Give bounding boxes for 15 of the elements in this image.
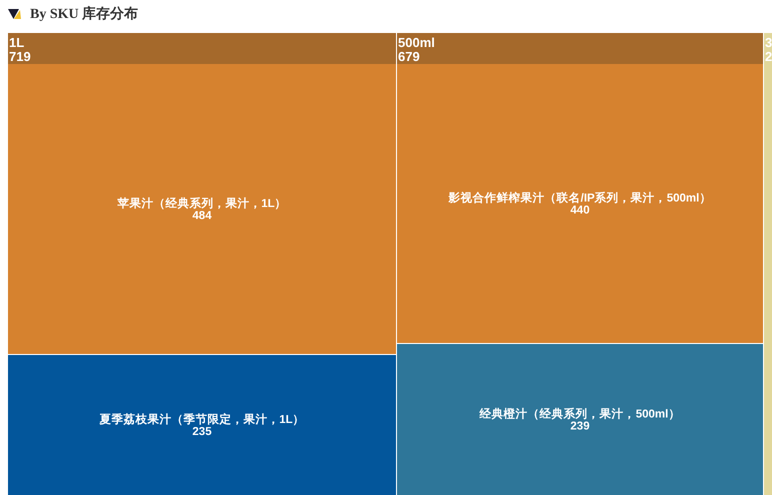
data-label: 235 (192, 426, 212, 438)
series-label: 1L (9, 35, 24, 50)
data-label: 239 (570, 420, 590, 432)
text: 679 (398, 49, 420, 64)
category-label: 影视合作鲜榨果汁（联名/IP系列，果汁，500ml） (448, 190, 712, 204)
category-label: 夏季荔枝果汁（季节限定，果汁，1L） (98, 412, 305, 426)
data-label: 440 (570, 204, 590, 216)
text: 2 (765, 49, 772, 64)
series-label: 500ml (398, 35, 435, 50)
text: 3 (765, 35, 772, 50)
text: 719 (9, 49, 31, 64)
category-label: 经典橙汁（经典系列，果汁，500ml） (478, 406, 680, 420)
text: By SKU 库存分布 (30, 5, 138, 22)
category-label: 苹果汁（经典系列，果汁，1L） (116, 196, 287, 210)
data-label: 484 (192, 210, 212, 222)
